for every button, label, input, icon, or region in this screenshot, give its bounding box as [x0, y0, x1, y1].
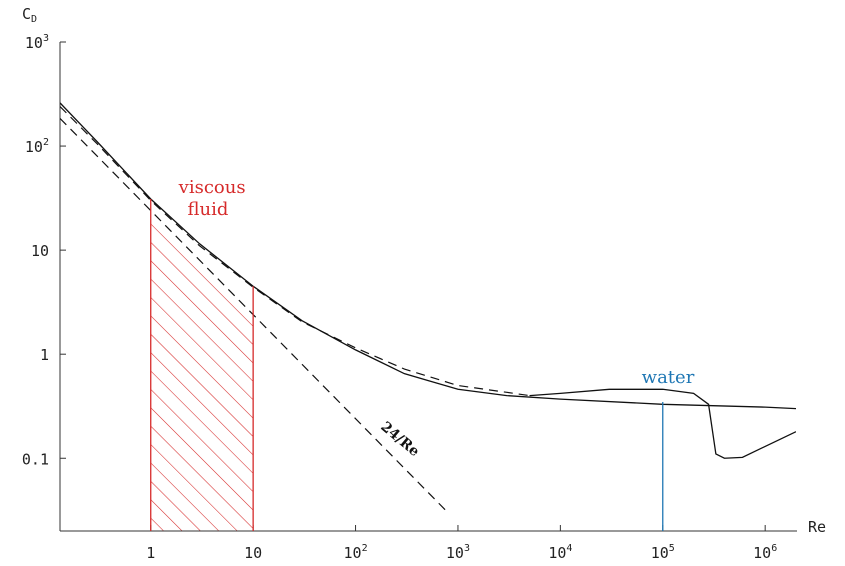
- y-tick-label: 0.1: [22, 450, 49, 468]
- viscous-label: viscous fluid: [178, 177, 252, 220]
- series-2: [60, 106, 530, 397]
- x-tick-label: 105: [651, 543, 675, 562]
- x-axis-label: Re: [808, 518, 826, 536]
- series-stokes-law: [60, 117, 450, 515]
- water-label: water: [642, 367, 695, 388]
- y-tick-label: 1: [40, 346, 49, 364]
- viscous-label-line1: viscous: [178, 177, 246, 198]
- curves-layer: [60, 102, 796, 515]
- y-axis-ticks: 0.1 1 10 102 103: [22, 33, 66, 468]
- viscous-label-line2: fluid: [188, 199, 229, 220]
- series-1: [529, 388, 796, 459]
- y-tick-label: 102: [25, 137, 49, 156]
- y-axis-label: CD: [22, 5, 37, 25]
- x-tick-label: 10: [244, 544, 262, 562]
- x-tick-label: 103: [446, 543, 470, 562]
- hatch-fill: [150, 210, 254, 532]
- y-tick-label: 10: [31, 242, 49, 260]
- marker-lines: [150, 198, 664, 531]
- viscous-region-shading: [150, 210, 254, 532]
- stokes-law-label: 24/Re: [377, 419, 422, 460]
- x-tick-label: 106: [753, 543, 777, 562]
- series-0: [60, 102, 796, 410]
- x-tick-label: 1: [146, 544, 155, 562]
- y-tick-label: 103: [25, 33, 49, 52]
- x-tick-label: 102: [344, 543, 368, 562]
- x-axis-ticks: 1 10 102 103 104 105 106: [146, 525, 777, 562]
- x-tick-label: 104: [548, 543, 572, 562]
